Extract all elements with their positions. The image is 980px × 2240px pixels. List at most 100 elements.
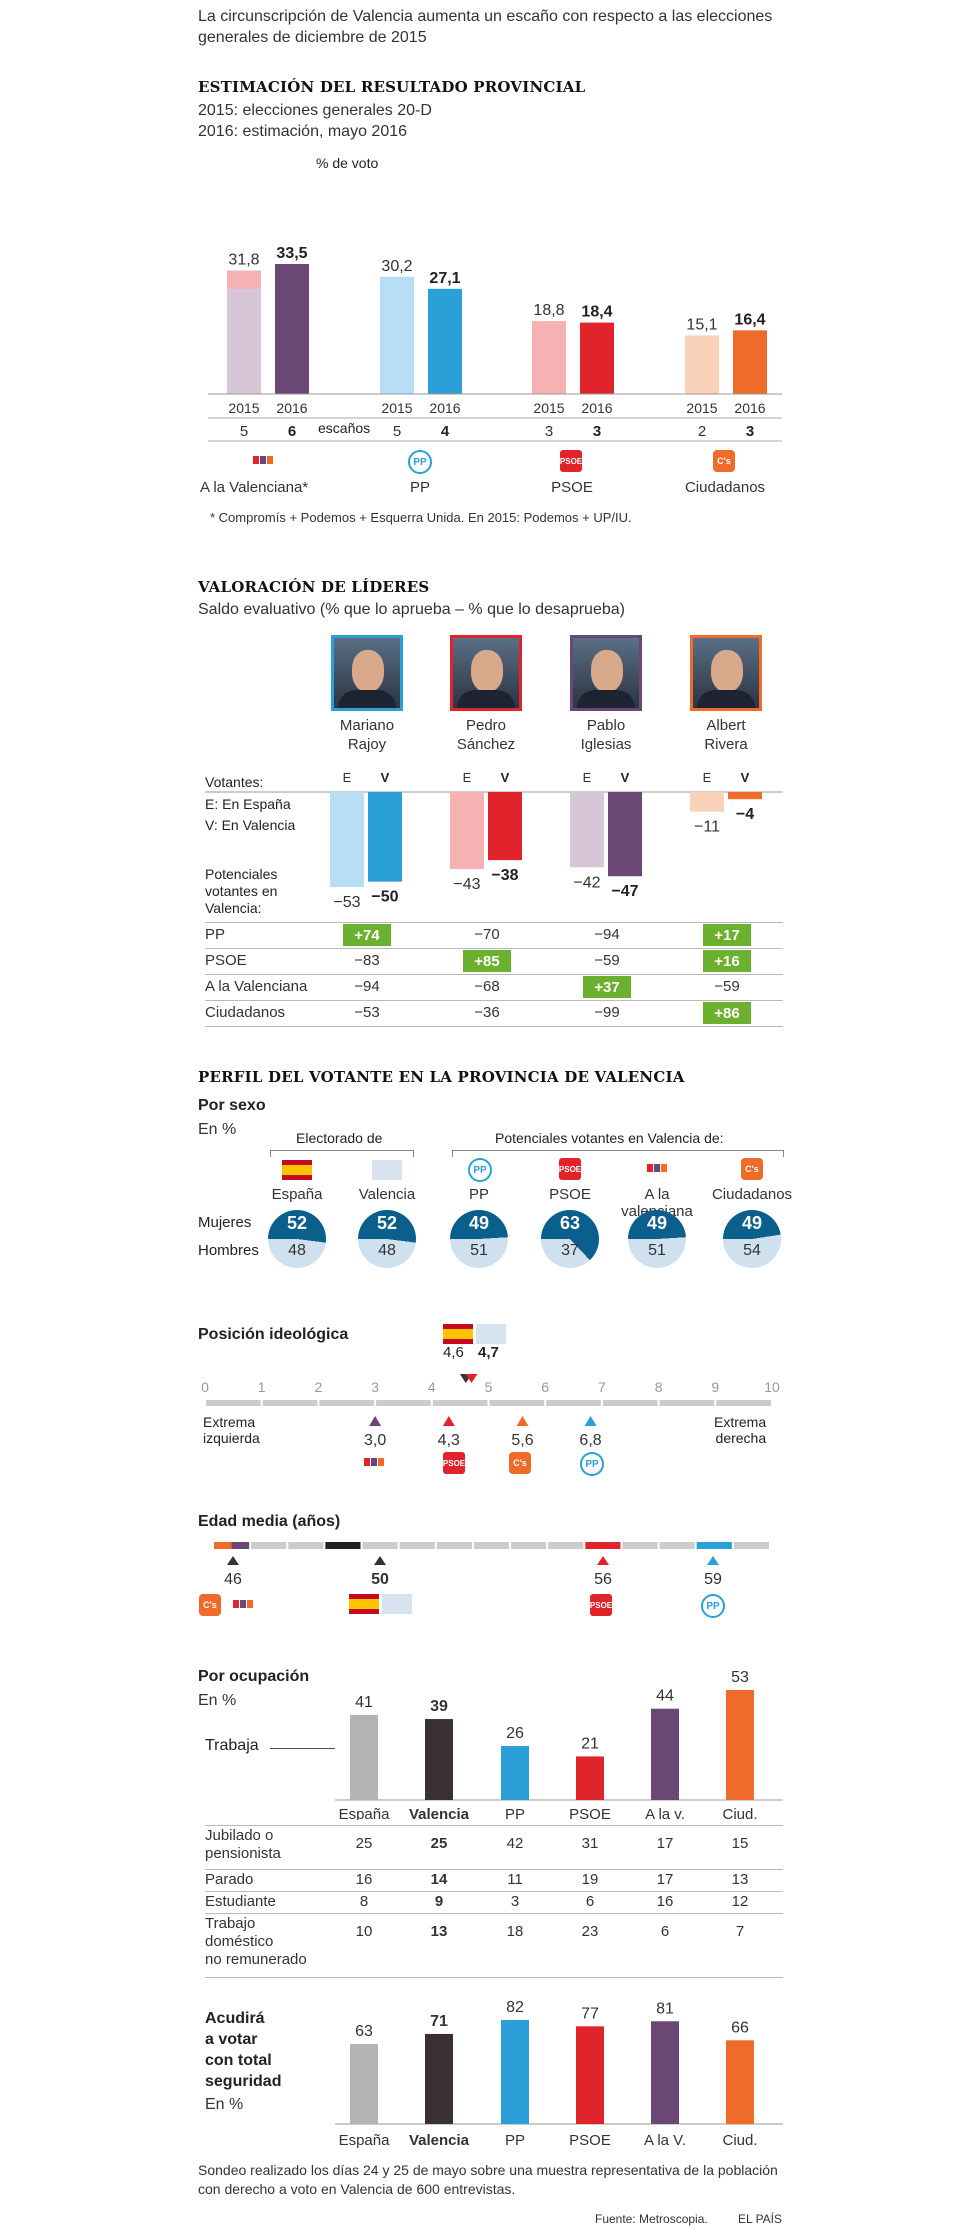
potenciales-bracket xyxy=(452,1150,784,1157)
ocu-row-label-line-3-0: Trabajo xyxy=(205,1915,256,1932)
ideo-tick-1: 1 xyxy=(258,1379,266,1395)
trabaja-label: Trabaja xyxy=(205,1737,259,1754)
ideo-marker-1 xyxy=(442,1416,455,1426)
ideo-tick-0: 0 xyxy=(201,1379,209,1395)
ideo-valencia-marker xyxy=(465,1374,478,1383)
leader-face-0 xyxy=(352,650,384,692)
ideo-tick-2: 2 xyxy=(315,1379,323,1395)
seats-2016-3: 3 xyxy=(746,423,754,440)
alv-sexo-logo xyxy=(646,1158,668,1180)
acu-bar-label-1: 71 xyxy=(430,2013,448,2030)
label-V-2: −47 xyxy=(611,883,638,900)
ideologia-valencia-value: 4,7 xyxy=(478,1344,499,1361)
sexo-group-2: PP xyxy=(468,1186,489,1203)
psoe-edad-logo: PSOE xyxy=(590,1594,612,1616)
pie-mujeres-5: 49 xyxy=(741,1213,763,1233)
label-E-0: −53 xyxy=(333,894,360,911)
ocu-cell-2-5: 12 xyxy=(731,1893,749,1910)
edad-marker-3 xyxy=(707,1556,719,1565)
edad-seg-7 xyxy=(473,1542,510,1549)
leader-suit-0 xyxy=(338,690,396,708)
year-2016-0: 2016 xyxy=(276,400,307,416)
ocu-bar-label-0: 41 xyxy=(355,1694,373,1711)
bar-2016-2 xyxy=(580,322,614,394)
bar-2016-3 xyxy=(733,330,767,394)
ocu-bar-label-5: 53 xyxy=(731,1669,749,1686)
year-2016-3: 2016 xyxy=(734,400,765,416)
pie-hombres-0: 48 xyxy=(288,1242,306,1259)
acu-col-0: España xyxy=(339,2132,391,2149)
ocu-cell-2-2: 3 xyxy=(510,1893,520,1910)
acudira-en-pct: En % xyxy=(205,2096,244,2113)
ocu-cell-0-5: 15 xyxy=(731,1835,749,1852)
cat-label-psoe: PSOE xyxy=(551,479,593,496)
label-E-3: −11 xyxy=(694,819,720,836)
ocu-row-label-line-3-2: no remunerado xyxy=(205,1951,307,1968)
pie-2 xyxy=(450,1210,508,1268)
edad-hl-alv xyxy=(231,1542,250,1549)
ocu-cell-3-3: 23 xyxy=(581,1923,599,1940)
votantes-label: Votantes: xyxy=(205,774,264,790)
year-2015-0: 2015 xyxy=(228,400,259,416)
valencia-map-edad-icon xyxy=(382,1594,412,1614)
edad-seg-4 xyxy=(362,1542,398,1549)
leader-first-2: Pablo xyxy=(586,717,626,734)
pie-mujeres-0: 52 xyxy=(286,1213,308,1233)
lid-cell-2-3: −59 xyxy=(714,978,740,995)
acu-bar-label-3: 77 xyxy=(581,2005,599,2022)
leader-face-1 xyxy=(471,650,503,692)
estimacion-sub1: 2015: elecciones generales 20-D xyxy=(198,102,432,119)
ocu-bar-label-2: 26 xyxy=(506,1725,524,1742)
acu-bar-5 xyxy=(726,2040,754,2124)
ocupacion-en-pct: En % xyxy=(198,1692,237,1709)
edad-seg-1 xyxy=(251,1542,287,1549)
electorado-label: Electorado de xyxy=(296,1130,383,1146)
ideologia-espana-value: 4,6 xyxy=(443,1344,464,1361)
lideres-sub: Saldo evaluativo (% que lo aprueba – % q… xyxy=(198,601,625,618)
pie-hombres-5: 54 xyxy=(743,1242,761,1259)
bar-E-3 xyxy=(690,792,724,812)
ideologia-title: Posición ideológica xyxy=(198,1326,349,1343)
ideo-tick-6: 6 xyxy=(541,1379,549,1395)
psoe-ideo-logo: PSOE xyxy=(443,1452,465,1474)
ideo-tick-10: 10 xyxy=(764,1379,780,1395)
valencia-map-sexo-icon xyxy=(372,1160,402,1180)
bar-E-1 xyxy=(450,792,484,870)
cs-sexo-logo: C's xyxy=(741,1158,763,1180)
label-E-2: −42 xyxy=(573,874,600,891)
pp-logo: PP xyxy=(408,450,432,474)
edad-seg-12 xyxy=(659,1542,695,1549)
ideo-tick-8: 8 xyxy=(655,1379,663,1395)
lid-row-label-2: A la Valenciana xyxy=(205,978,308,995)
pie-0 xyxy=(268,1210,326,1268)
ideo-marker-label-3: 6,8 xyxy=(579,1432,601,1449)
ideo-marker-2 xyxy=(516,1416,529,1426)
cs-ideo-logo: C's xyxy=(509,1452,531,1474)
pp-ideo-logo: PP xyxy=(580,1452,604,1476)
lid-cell-3-2: −99 xyxy=(594,1004,620,1021)
spain-flag-icon xyxy=(443,1324,473,1344)
bar-V-3 xyxy=(728,792,762,800)
ocu-cell-1-3: 19 xyxy=(581,1871,599,1888)
leader-suit-3 xyxy=(697,690,755,708)
pie-mujeres-3: 63 xyxy=(559,1213,581,1233)
ocupacion-chart: 41 España 39 Valencia 26 PP 21 PSOE 44 A la v. 53 C… xyxy=(335,1669,783,1820)
lid-cell-0-2: −94 xyxy=(594,926,620,943)
lid-row-line-3 xyxy=(205,1000,783,1001)
edad-marker-1 xyxy=(374,1556,386,1565)
ideologia-scale: 0 1 2 3 4 5 6 7 8 9 10 3,0 4,3 5,6 6,8 xyxy=(201,1374,780,1449)
ideo-tick-9: 9 xyxy=(711,1379,719,1395)
pie-3 xyxy=(541,1210,599,1268)
ocu-bar-3 xyxy=(576,1756,604,1800)
ocu-row-label-line-3-1: doméstico xyxy=(205,1933,274,1950)
sexo-en-pct: En % xyxy=(198,1121,237,1138)
edad-label-0: 46 xyxy=(224,1571,242,1588)
lid-row-line-0 xyxy=(205,922,783,923)
ocu-cell-0-0: 25 xyxy=(355,1835,373,1852)
extrema-izquierda: Extrema izquierda xyxy=(203,1414,260,1446)
ocu-row-label-line-0-1: pensionista xyxy=(205,1845,281,1862)
ideo-tick-3: 3 xyxy=(371,1379,379,1395)
acu-bar-label-5: 66 xyxy=(731,2019,749,2036)
edad-seg-5 xyxy=(399,1542,435,1549)
edad-seg-2 xyxy=(288,1542,324,1549)
